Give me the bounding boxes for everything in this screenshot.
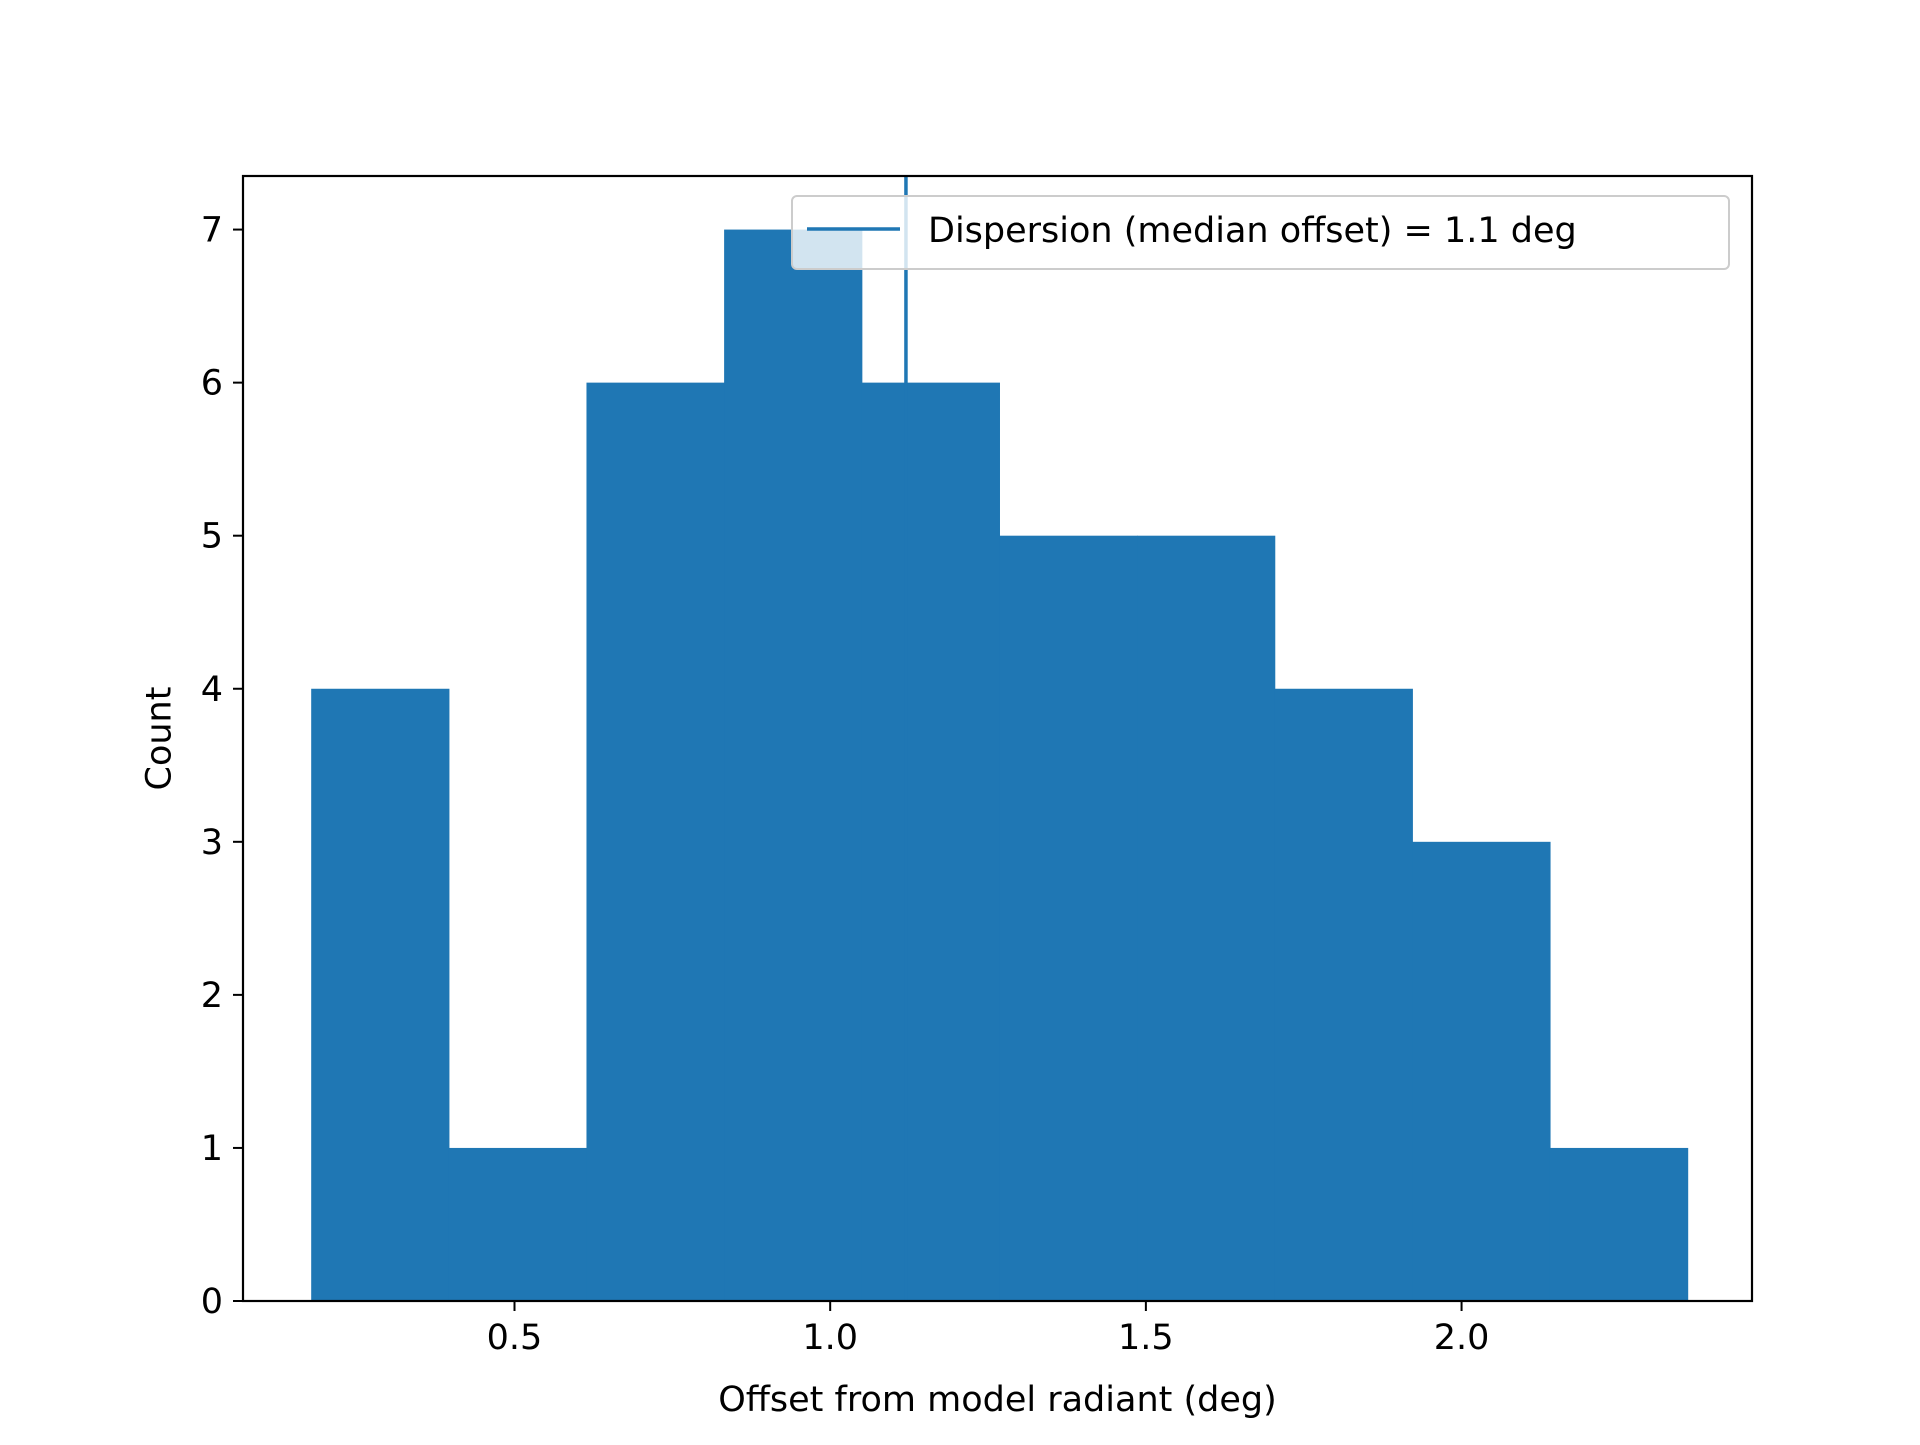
y-tick-label: 3 (201, 823, 223, 863)
x-axis-ticks: 0.5 1.0 1.5 2.0 (487, 1301, 1490, 1358)
histogram-bar (1412, 841, 1551, 1301)
x-tick-label: 0.5 (487, 1318, 543, 1358)
x-tick-label: 1.5 (1118, 1318, 1174, 1358)
y-tick-label: 2 (201, 976, 223, 1016)
histogram-bar (1274, 688, 1413, 1301)
histogram-bar (586, 382, 725, 1301)
x-tick-label: 1.0 (802, 1318, 858, 1358)
y-tick-label: 6 (201, 364, 223, 404)
plot-area-frame (241, 174, 1754, 1303)
histogram-bars (311, 229, 1689, 1302)
histogram-bar (311, 688, 450, 1301)
histogram-bar (999, 535, 1138, 1301)
y-tick-label: 7 (201, 211, 223, 251)
y-axis-label: Count (139, 687, 179, 791)
legend: Dispersion (median offset) = 1.1 deg (791, 195, 1730, 270)
legend-entry-label: Dispersion (median offset) = 1.1 deg (928, 211, 1577, 251)
legend-box (791, 195, 1730, 270)
x-axis-label: Offset from model radiant (deg) (718, 1380, 1277, 1420)
y-tick-label: 5 (201, 517, 223, 557)
histogram-bar (861, 382, 1000, 1301)
y-tick-label: 0 (201, 1282, 223, 1322)
histogram-bar (448, 1147, 588, 1301)
y-tick-label: 1 (201, 1129, 223, 1169)
y-tick-label: 4 (201, 670, 223, 710)
y-axis-ticks: 0 1 2 3 4 5 6 7 (201, 211, 243, 1322)
x-tick-label: 2.0 (1434, 1318, 1490, 1358)
histogram-bar (1549, 1147, 1689, 1301)
histogram-bar (1137, 535, 1276, 1301)
histogram-bar (724, 229, 863, 1302)
